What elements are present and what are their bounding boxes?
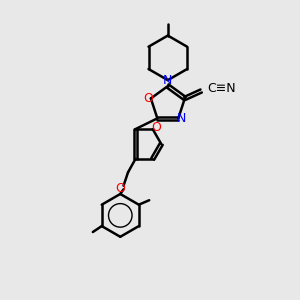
Text: C≡N: C≡N <box>208 82 236 94</box>
Text: O: O <box>143 92 153 105</box>
Text: N: N <box>163 74 172 87</box>
Text: O: O <box>151 121 161 134</box>
Text: N: N <box>177 112 186 125</box>
Text: O: O <box>115 182 125 195</box>
